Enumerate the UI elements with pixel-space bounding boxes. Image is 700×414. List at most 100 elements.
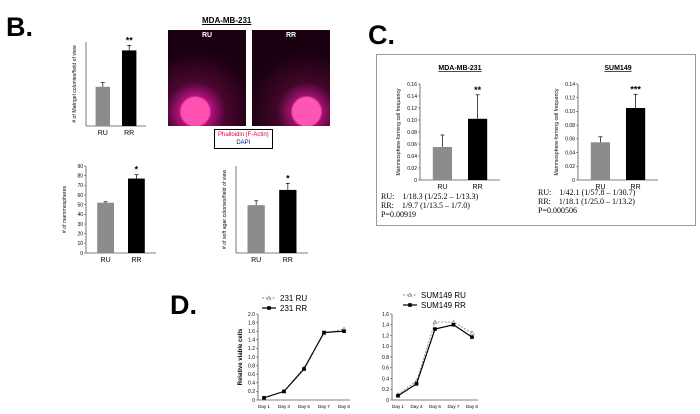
- microscopy-title: MDA-MB-231: [202, 16, 252, 25]
- stats-mda: RU: 1/18.3 (1/25.2 – 1/13.3) RR: 1/9.7 (…: [381, 192, 478, 219]
- stats-sum: RU: 1/42.1 (1/57.8 – 1/30.7) RR: 1/18.1 …: [538, 188, 635, 215]
- b_mammospheres-ytick-label: 0: [80, 251, 83, 257]
- d_sum-xtick-label: Day 3: [410, 404, 422, 409]
- b_mammospheres-ytick-label: 60: [77, 193, 83, 199]
- b_matrigel-bar-rr: [122, 50, 137, 126]
- panel-label-d: D.: [170, 290, 197, 320]
- c_mda-ytick-label: 0.04: [407, 154, 417, 160]
- d_231-ytick-label: 0: [252, 398, 255, 404]
- stat-ru-key: RU:: [381, 192, 395, 201]
- b_softagar-xtick-label: RU: [251, 257, 261, 264]
- c_sum-ytick-label: 0.12: [565, 96, 575, 102]
- d_sum-point: [396, 393, 400, 398]
- b_matrigel-xtick-label: RU: [98, 130, 108, 137]
- d_sum-legend-marker: [407, 292, 413, 297]
- c_mda-xtick-label: RR: [473, 184, 483, 191]
- d_231-point: [342, 329, 346, 333]
- micrograph-label-rr: RR: [285, 32, 297, 39]
- d_sum-ytick-label: 0.8: [382, 355, 389, 361]
- b_mammospheres-ylabel: # of mammospheres: [62, 185, 68, 233]
- c_sum-ytick-label: 0: [572, 178, 575, 184]
- c_mda-ylabel: Mammosphere-forming cell frequency: [396, 88, 402, 175]
- d_sum-point: [469, 330, 475, 335]
- micrograph-ru: RU: [168, 30, 246, 126]
- d_sum-ytick-label: 0.2: [382, 387, 389, 393]
- d_sum-xtick-label: Day 6: [429, 404, 441, 409]
- c_mda-ytick-label: 0.06: [407, 142, 417, 148]
- b_mammospheres-ytick-label: 70: [77, 183, 83, 189]
- d_sum-ytick-label: 1.2: [382, 333, 389, 339]
- d_sum-xtick-label: Day 8: [466, 404, 478, 409]
- panel-label-b: B.: [6, 12, 33, 42]
- c_mda-title: MDA-MB-231: [438, 65, 481, 72]
- stat-rr-key: RR:: [538, 197, 551, 206]
- d_231-ylabel: Relative viable cells: [238, 328, 244, 385]
- b_mammospheres-xtick-label: RR: [131, 257, 141, 264]
- c_sum-ytick-label: 0.06: [565, 137, 575, 143]
- micrograph-label-ru: RU: [201, 32, 213, 39]
- panel-c-frame: [376, 54, 696, 226]
- b_softagar-significance: *: [286, 173, 290, 183]
- d_231-ytick-label: 0.4: [248, 381, 255, 387]
- c_mda-ytick-label: 0.16: [407, 82, 417, 88]
- panel-label-c: C.: [368, 20, 395, 50]
- d_231-point: [282, 389, 286, 394]
- stat-p-value: P=0.000506: [538, 206, 577, 215]
- c_sum-ylabel: Mammosphere-forming cell frequency: [554, 88, 560, 175]
- b_softagar-bar-rr: [279, 189, 297, 253]
- stat-rr-key: RR:: [381, 201, 394, 210]
- d_sum-legend-marker: [408, 303, 412, 307]
- d_231-ytick-label: 1.0: [248, 355, 255, 361]
- b_mammospheres-ytick-label: 10: [77, 241, 83, 247]
- d_231-xtick-label: Day 7: [318, 404, 330, 409]
- d_sum-ytick-label: 1.6: [382, 312, 389, 318]
- d_sum-series-line: [397, 321, 473, 395]
- legend-dapi: DAPI: [236, 140, 251, 146]
- b_mammospheres-ytick-label: 40: [77, 212, 83, 218]
- micrograph-rr: RR: [252, 30, 330, 126]
- c_mda-bar-ru: [432, 147, 452, 180]
- stat-ru-value: 1/42.1 (1/57.8 – 1/30.7): [559, 188, 636, 197]
- c_mda-ytick-label: 0.10: [407, 118, 417, 124]
- b_matrigel-significance: **: [126, 35, 134, 45]
- d_231-legend-label: 231 RU: [280, 294, 307, 303]
- c_sum-ytick-label: 0.10: [565, 109, 575, 115]
- b_mammospheres-ytick-label: 90: [77, 164, 83, 170]
- d_231-point: [322, 330, 326, 335]
- c_mda-ytick-label: 0.12: [407, 106, 417, 112]
- d_sum-ytick-label: 0.4: [382, 376, 389, 382]
- d_sum-ytick-label: 0: [386, 398, 389, 404]
- d_sum-point: [414, 382, 419, 386]
- b_mammospheres-ytick-label: 20: [77, 231, 83, 237]
- d_231-xtick-label: Day 6: [298, 404, 310, 409]
- d_231-point: [262, 396, 266, 400]
- d_231-ytick-label: 0.2: [248, 389, 255, 395]
- d_231-ytick-label: 1.6: [248, 329, 255, 335]
- d_231-point: [302, 367, 306, 371]
- d_sum-ytick-label: 1.0: [382, 344, 389, 350]
- c_sum-xtick-label: RR: [631, 184, 641, 191]
- c_mda-ytick-label: 0: [414, 178, 417, 184]
- b_matrigel-xtick-label: RR: [124, 130, 134, 137]
- d_231-xtick-label: Day 8: [338, 404, 350, 409]
- d_231-ytick-label: 1.4: [248, 338, 255, 344]
- d_sum-ytick-label: 1.4: [382, 323, 389, 329]
- b_mammospheres-xtick-label: RU: [101, 257, 111, 264]
- d_sum-legend-label: SUM149 RU: [421, 291, 466, 300]
- d_231-ytick-label: 1.2: [248, 346, 255, 352]
- d_sum-point: [432, 319, 438, 324]
- c_mda-ytick-label: 0.14: [407, 94, 417, 100]
- b_mammospheres-significance: *: [135, 165, 139, 175]
- stat-p-value: P=0.00919: [381, 210, 416, 219]
- c_sum-bar-ru: [590, 142, 610, 180]
- b_mammospheres-bar-ru: [97, 202, 114, 253]
- c_sum-significance: ***: [630, 84, 641, 94]
- d_sum-point: [470, 335, 474, 339]
- c_sum-ytick-label: 0.08: [565, 123, 575, 129]
- d_sum-xtick-label: Day 7: [447, 404, 459, 409]
- d_sum-point: [451, 322, 456, 327]
- c_sum-title: SUM149: [604, 65, 631, 72]
- microscopy-legend: Phalloidin (F-Actin) DAPI: [214, 129, 273, 149]
- c_sum-ytick-label: 0.14: [565, 82, 575, 88]
